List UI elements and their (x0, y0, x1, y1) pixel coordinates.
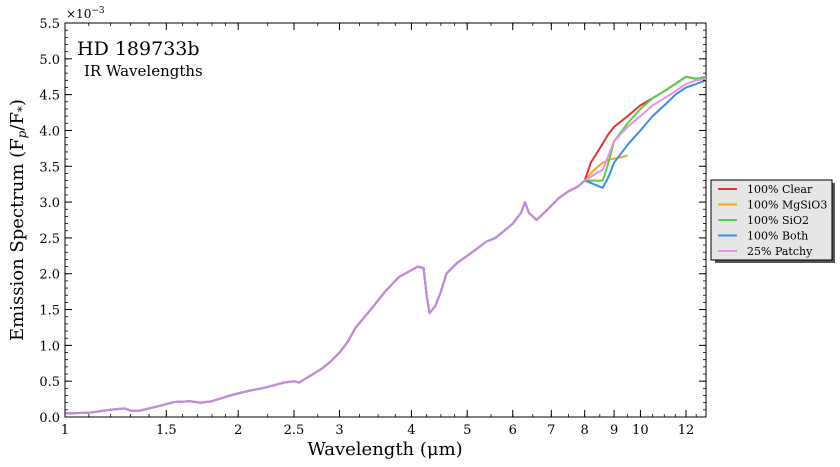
y-tick-label: 2.0 (39, 268, 60, 283)
x-tick-label: 4 (407, 423, 415, 438)
x-tick-label: 5 (463, 423, 471, 438)
x-tick-label: 7 (547, 423, 555, 438)
x-tick-label: 2 (234, 423, 242, 438)
x-axis-label: Wavelength (μm) (307, 439, 462, 460)
x-tick-label: 6 (509, 423, 517, 438)
legend: 100% Clear 100% MgSiO3 100% SiO2 100% Both 2… (710, 179, 835, 263)
plot-area: 1 1.5 2 2.5 3 4 5 6 7 8 9 10 12 0.0 0.5 1.0 1.5 2.0 2.5 3.… (39, 17, 707, 438)
x-tick-label: 12 (678, 423, 695, 438)
y-tick-label: 5.5 (39, 17, 60, 32)
x-axis-ticks: 1 1.5 2 2.5 3 4 5 6 7 8 9 10 12 (61, 23, 697, 438)
legend-label: 100% SiO2 (747, 214, 809, 227)
x-tick-label: 1 (61, 423, 69, 438)
y-tick-label: 0.0 (39, 411, 60, 426)
shared-base-line (64, 179, 586, 415)
y-tick-label: 4.5 (39, 89, 60, 104)
x-tick-label: 8 (581, 423, 589, 438)
y-tick-label: 1.0 (39, 339, 60, 354)
legend-label: 100% MgSiO3 (747, 199, 827, 212)
x-tick-label: 9 (610, 423, 618, 438)
plot-frame (64, 22, 707, 418)
legend-label: 100% Clear (747, 183, 813, 196)
legend-items: 100% Clear 100% MgSiO3 100% SiO2 100% Both 2… (718, 183, 827, 258)
y-tick-label: 0.5 (39, 375, 60, 390)
legend-label: 25% Patchy (747, 245, 813, 258)
chart-title: HD 189733b (77, 38, 200, 60)
y-tick-label: 1.5 (39, 304, 60, 319)
y-tick-label: 2.5 (39, 232, 60, 247)
y-tick-label: 3.0 (39, 196, 60, 211)
y-tick-label: 3.5 (39, 160, 60, 175)
y-tick-label: 5.0 (39, 53, 60, 68)
y-multiplier: ×10−3 (66, 6, 105, 21)
y-axis-ticks: 0.0 0.5 1.0 1.5 2.0 2.5 3.0 3.5 4.0 4.5 5.0 5.5 (39, 17, 706, 426)
y-axis-label: Emission Spectrum (Fp/F*) (7, 99, 29, 341)
legend-label: 100% Both (747, 230, 808, 243)
x-tick-label: 2.5 (284, 423, 305, 438)
y-tick-label: 4.0 (39, 124, 60, 139)
series-lines (64, 75, 707, 415)
x-tick-label: 10 (632, 423, 649, 438)
x-tick-label: 3 (335, 423, 343, 438)
x-tick-label: 1.5 (156, 423, 177, 438)
chart-subtitle: IR Wavelengths (84, 62, 203, 80)
